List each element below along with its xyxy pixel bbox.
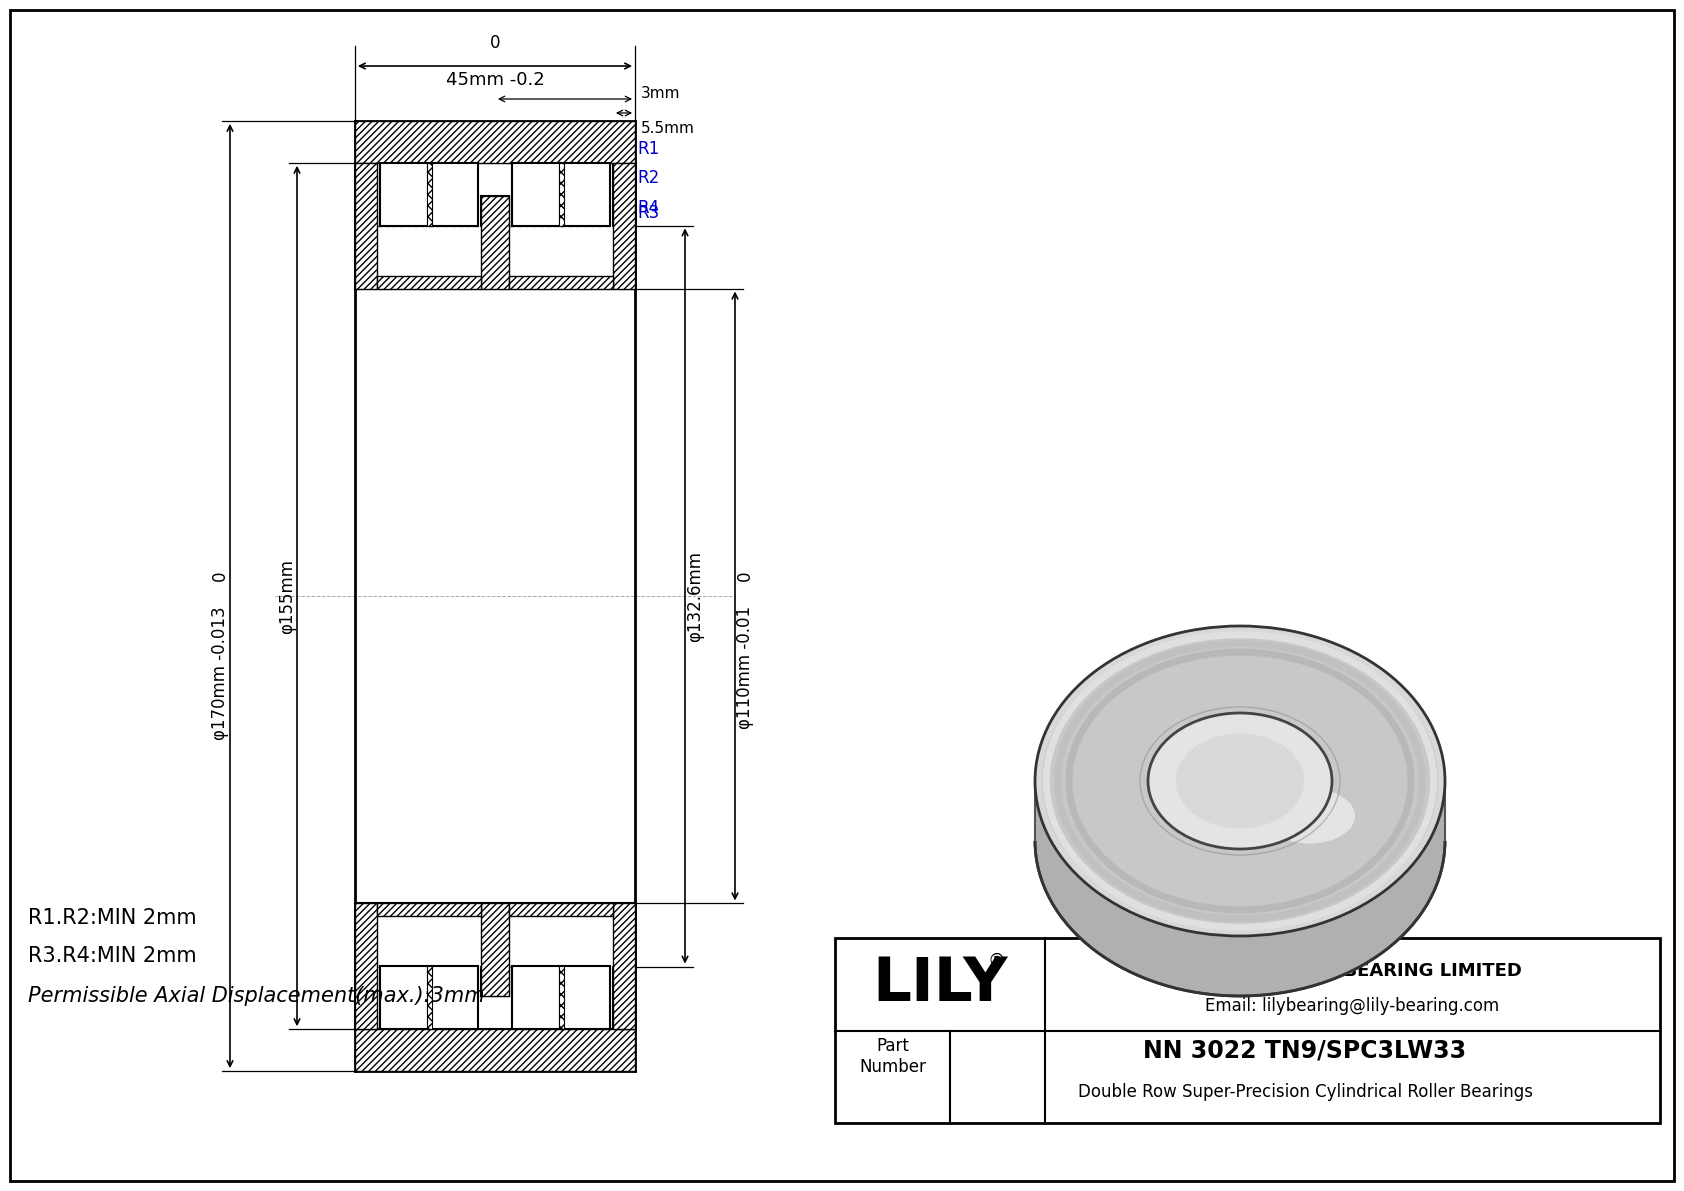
Bar [835,939,1660,1123]
Text: Part
Number: Part Number [859,1037,926,1075]
Bar [355,163,377,288]
Bar [482,197,509,288]
Text: 0: 0 [490,35,500,52]
Text: φ110mm -0.01: φ110mm -0.01 [736,606,754,729]
Text: R2: R2 [637,169,658,187]
Text: φ155mm: φ155mm [278,559,296,634]
Bar [426,967,431,1029]
Bar [381,967,428,1029]
Text: R3: R3 [637,205,658,223]
Text: 0: 0 [736,570,754,581]
Bar [613,903,635,1029]
Polygon shape [1036,626,1445,936]
Ellipse shape [1148,713,1332,849]
Bar [512,163,561,225]
Text: 0: 0 [210,570,229,581]
Bar [377,276,482,288]
Text: R1: R1 [637,141,658,158]
Text: R4: R4 [637,199,658,218]
Bar [559,967,564,1029]
Ellipse shape [1265,788,1356,843]
Bar [377,903,482,916]
Bar [562,967,610,1029]
Bar [613,163,635,288]
Text: R1.R2:MIN 2mm: R1.R2:MIN 2mm [29,908,197,928]
Polygon shape [1148,781,1332,909]
Bar [355,121,635,163]
Bar [381,163,428,225]
Ellipse shape [1175,734,1305,829]
Text: 3mm: 3mm [642,86,680,100]
Text: 5.5mm: 5.5mm [642,121,695,136]
Text: φ170mm -0.013: φ170mm -0.013 [210,606,229,740]
Bar [512,967,561,1029]
Text: Double Row Super-Precision Cylindrical Roller Bearings: Double Row Super-Precision Cylindrical R… [1078,1083,1532,1100]
Bar [559,163,564,225]
Bar [509,903,613,916]
Text: Email: lilybearing@lily-bearing.com: Email: lilybearing@lily-bearing.com [1206,997,1500,1016]
Text: NN 3022 TN9/SPC3LW33: NN 3022 TN9/SPC3LW33 [1143,1039,1467,1062]
Bar [562,163,610,225]
Bar [429,967,478,1029]
Text: ®: ® [987,952,1005,969]
Text: LILY: LILY [872,955,1007,1014]
Text: Permissible Axial Displacement(max.):3mm: Permissible Axial Displacement(max.):3mm [29,986,485,1006]
Text: SHANGHAI LILY BEARING LIMITED: SHANGHAI LILY BEARING LIMITED [1184,962,1521,980]
Text: 45mm -0.2: 45mm -0.2 [446,71,544,89]
Bar [426,163,431,225]
Bar [429,163,478,225]
Text: R3.R4:MIN 2mm: R3.R4:MIN 2mm [29,946,197,966]
Polygon shape [1036,781,1445,996]
Bar [509,276,613,288]
Text: φ132.6mm: φ132.6mm [685,550,704,642]
Bar [482,903,509,996]
Bar [355,903,377,1029]
Bar [355,1029,635,1071]
